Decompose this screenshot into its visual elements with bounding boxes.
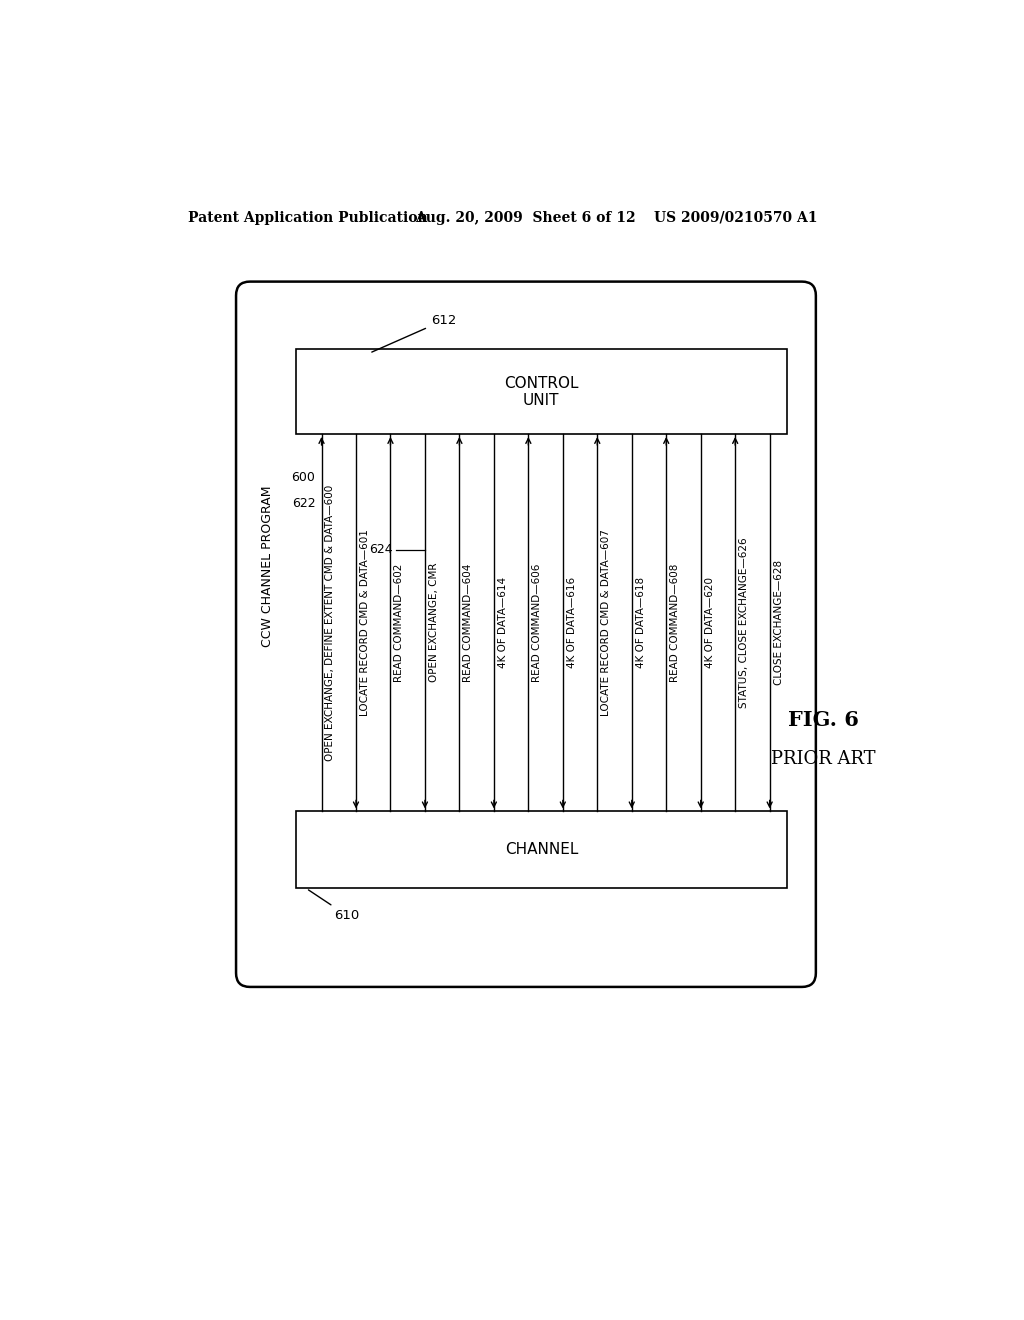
Text: FIG. 6: FIG. 6 — [788, 710, 859, 730]
Text: 622: 622 — [292, 496, 315, 510]
Text: Patent Application Publication: Patent Application Publication — [188, 211, 428, 224]
Text: 4K OF DATA—620: 4K OF DATA—620 — [705, 577, 715, 668]
Bar — [296, 350, 786, 434]
Text: READ COMMAND—602: READ COMMAND—602 — [394, 564, 404, 682]
Text: PRIOR ART: PRIOR ART — [771, 750, 876, 768]
Bar — [296, 812, 786, 888]
Text: CHANNEL: CHANNEL — [505, 842, 578, 858]
Text: 600: 600 — [292, 471, 315, 484]
Text: CLOSE EXCHANGE—628: CLOSE EXCHANGE—628 — [773, 560, 783, 685]
Text: LOCATE RECORD CMD & DATA—607: LOCATE RECORD CMD & DATA—607 — [601, 529, 611, 717]
Text: CCW CHANNEL PROGRAM: CCW CHANNEL PROGRAM — [261, 486, 274, 647]
Text: STATUS, CLOSE EXCHANGE—626: STATUS, CLOSE EXCHANGE—626 — [739, 537, 749, 708]
Text: READ COMMAND—606: READ COMMAND—606 — [532, 564, 542, 682]
Text: Aug. 20, 2009  Sheet 6 of 12: Aug. 20, 2009 Sheet 6 of 12 — [416, 211, 636, 224]
Text: CONTROL
UNIT: CONTROL UNIT — [504, 375, 579, 408]
Text: READ COMMAND—608: READ COMMAND—608 — [670, 564, 680, 682]
Text: 4K OF DATA—616: 4K OF DATA—616 — [566, 577, 577, 668]
Text: READ COMMAND—604: READ COMMAND—604 — [463, 564, 473, 682]
Text: 624: 624 — [369, 543, 392, 556]
FancyBboxPatch shape — [237, 281, 816, 987]
Text: 610: 610 — [308, 890, 359, 923]
Text: OPEN EXCHANGE, DEFINE EXTENT CMD & DATA—600: OPEN EXCHANGE, DEFINE EXTENT CMD & DATA—… — [326, 484, 336, 760]
Text: US 2009/0210570 A1: US 2009/0210570 A1 — [654, 211, 817, 224]
Text: OPEN EXCHANGE, CMR: OPEN EXCHANGE, CMR — [429, 562, 439, 682]
Text: 4K OF DATA—618: 4K OF DATA—618 — [636, 577, 645, 668]
Text: LOCATE RECORD CMD & DATA—601: LOCATE RECORD CMD & DATA—601 — [359, 529, 370, 717]
Text: 612: 612 — [372, 314, 457, 352]
Text: 4K OF DATA—614: 4K OF DATA—614 — [498, 577, 508, 668]
